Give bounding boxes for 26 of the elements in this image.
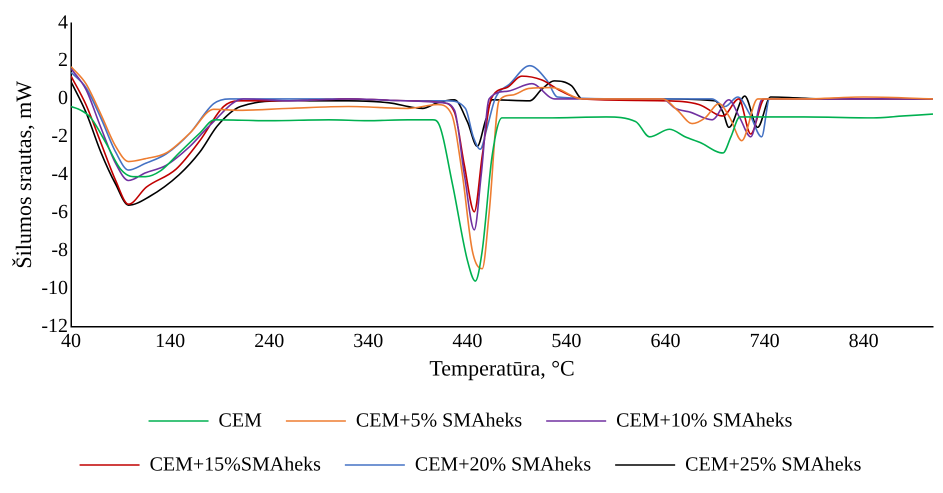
x-tick-label: 840	[848, 330, 879, 352]
y-axis-title: Šilumos srautas, mW	[10, 80, 36, 269]
legend-label: CEM+5% SMAheks	[356, 409, 522, 432]
y-tick-label: 4	[58, 11, 68, 34]
legend-label: CEM+20% SMAheks	[414, 453, 592, 476]
x-tick-label: 640	[650, 330, 680, 352]
y-tick-label: -8	[51, 238, 68, 261]
y-tick-label: 0	[58, 87, 68, 110]
x-tick-label: 540	[551, 330, 582, 352]
legend-label: CEM+10% SMAheks	[616, 409, 793, 432]
y-tick-label: 2	[58, 49, 68, 72]
x-tick-label: 740	[750, 330, 780, 352]
y-tick-label: -4	[51, 163, 68, 186]
line-series	[71, 66, 933, 270]
legend-label: CEM+25% SMAheks	[685, 453, 862, 476]
y-tick-label: -10	[41, 276, 68, 299]
x-tick-label: 440	[452, 330, 482, 352]
x-tick-label: 240	[254, 330, 284, 352]
x-tick-label: 140	[155, 330, 186, 352]
y-tick-label: -2	[51, 125, 68, 148]
x-axis-title: Temperatūra, °C	[429, 356, 575, 381]
line-series	[71, 106, 933, 282]
y-tick-label: -6	[51, 201, 68, 223]
legend-label: CEM	[218, 409, 262, 432]
x-tick-label: 340	[353, 330, 384, 352]
legend-label: CEM+15%SMAheks	[150, 453, 322, 476]
